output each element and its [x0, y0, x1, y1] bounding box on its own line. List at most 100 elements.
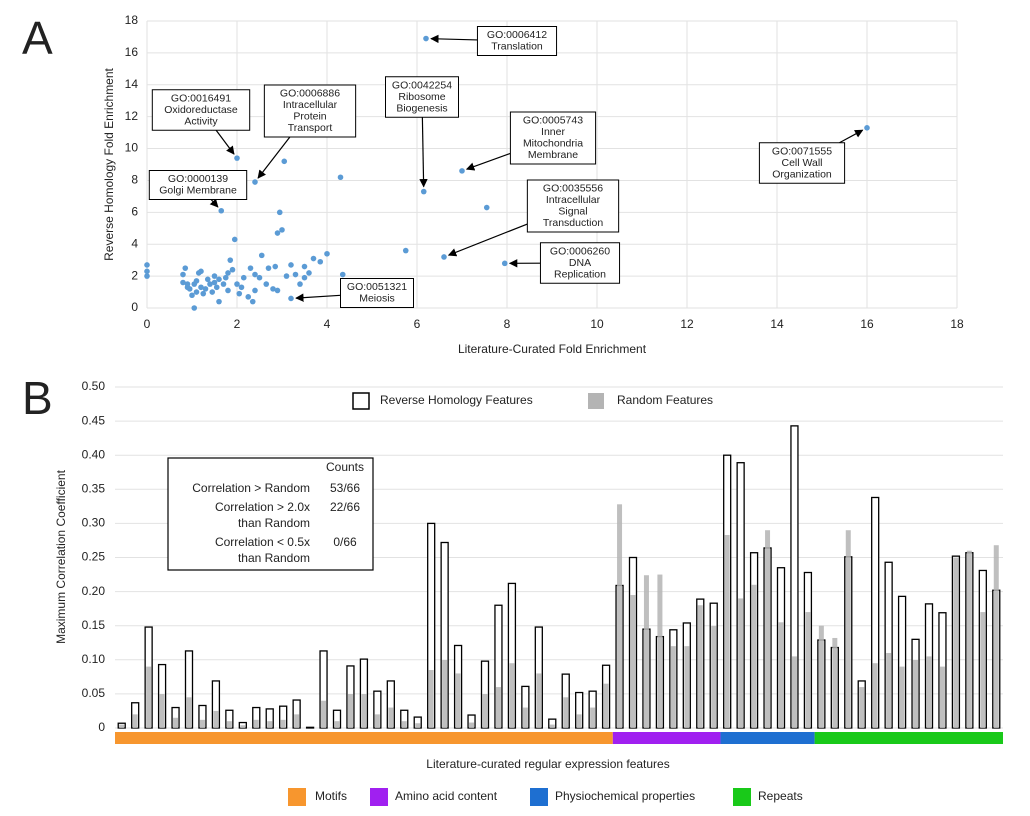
bar: [832, 637, 838, 728]
bar: [146, 666, 152, 728]
x-tick-label: 4: [324, 317, 331, 331]
point: [229, 266, 236, 273]
point: [198, 268, 204, 275]
annotation-text: GO:0006260: [550, 245, 610, 257]
bar: [522, 707, 528, 728]
bar: [980, 612, 986, 728]
point: [144, 262, 150, 268]
point: [231, 236, 238, 243]
x-tick-label: 8: [504, 317, 511, 331]
annotation-text: Activity: [184, 115, 218, 127]
y-tick-label: 0.45: [82, 413, 106, 427]
annotation-arrow: [839, 129, 864, 144]
bar: [953, 557, 959, 728]
point: [247, 265, 254, 271]
point: [423, 35, 429, 42]
annotation-text: GO:0006886: [280, 88, 340, 100]
x-tick-label: 14: [770, 317, 784, 331]
annotation-text: Transduction: [543, 217, 603, 229]
point: [301, 263, 308, 270]
legend-swatch: [370, 788, 388, 806]
point: [211, 279, 218, 286]
bar: [495, 687, 501, 728]
x-tick-label: 6: [414, 317, 421, 331]
point: [272, 263, 279, 270]
point: [288, 295, 294, 302]
point: [184, 281, 191, 287]
legend-label: Amino acid content: [395, 789, 498, 803]
point: [245, 294, 252, 300]
bar: [294, 714, 300, 728]
annotation-text: Cell Wall: [781, 157, 822, 169]
point: [256, 274, 263, 281]
bar: [455, 673, 461, 728]
x-axis-title: Literature-Curated Fold Enrichment: [458, 342, 647, 356]
point: [324, 250, 330, 257]
legend-swatch: [288, 788, 306, 806]
annotation-text: DNA: [569, 257, 591, 269]
point: [202, 286, 209, 292]
legend-swatch: [588, 393, 604, 409]
table-label: Correlation > Random: [192, 481, 310, 495]
bar: [818, 625, 824, 728]
point: [339, 271, 346, 278]
y-tick-label: 8: [131, 173, 138, 187]
legend-label: Reverse Homology Features: [380, 393, 533, 407]
bar: [549, 724, 555, 728]
point: [420, 188, 427, 195]
point: [186, 286, 193, 292]
bar: [576, 714, 582, 728]
legend-label: Random Features: [617, 393, 713, 407]
bar: [872, 663, 878, 728]
bar: [305, 726, 315, 729]
bar: [697, 605, 703, 728]
bar: [684, 646, 690, 728]
annotation-text: GO:0016491: [171, 92, 231, 104]
bar: [590, 707, 596, 728]
legend-swatch: [530, 788, 548, 806]
point: [144, 268, 150, 275]
annotation-box: [263, 84, 357, 138]
point: [225, 270, 231, 276]
point: [209, 289, 216, 295]
bar: [482, 693, 488, 728]
table-label: than Random: [238, 551, 310, 565]
point: [234, 281, 240, 287]
x-tick-label: 2: [234, 317, 241, 331]
point: [402, 247, 409, 254]
annotation-text: GO:0000139: [168, 173, 228, 185]
point: [182, 265, 189, 271]
point: [211, 273, 218, 279]
annotation-text: GO:0005743: [523, 115, 583, 127]
point: [213, 284, 220, 291]
legend-label: Physiochemical properties: [555, 789, 695, 803]
point: [441, 254, 447, 260]
bar: [428, 670, 434, 728]
panel-letter: B: [22, 372, 53, 424]
bar: [321, 700, 327, 728]
y-axis-title: Reverse Homology Fold Enrichment: [102, 67, 116, 260]
annotation-arrow: [215, 129, 235, 155]
y-tick-label: 18: [125, 13, 139, 27]
point: [249, 298, 256, 305]
point: [236, 290, 243, 297]
bar: [670, 646, 676, 728]
annotation-text: Mitochondria: [523, 138, 583, 150]
group-strip: [720, 732, 815, 744]
table-label: Correlation < 0.5x: [215, 535, 310, 549]
bar: [173, 717, 179, 728]
point: [301, 274, 308, 281]
bar: [199, 719, 205, 728]
point: [292, 271, 299, 278]
group-strip: [814, 732, 1003, 744]
bar: [442, 659, 448, 728]
bar: [603, 683, 609, 728]
bar: [253, 719, 259, 728]
annotation-arrow: [430, 34, 478, 44]
bar: [388, 707, 394, 728]
bar: [240, 725, 246, 728]
annotation-text: Oxidoreductase: [164, 104, 238, 116]
y-tick-label: 12: [125, 109, 139, 123]
point: [310, 255, 317, 262]
bar: [724, 534, 730, 728]
